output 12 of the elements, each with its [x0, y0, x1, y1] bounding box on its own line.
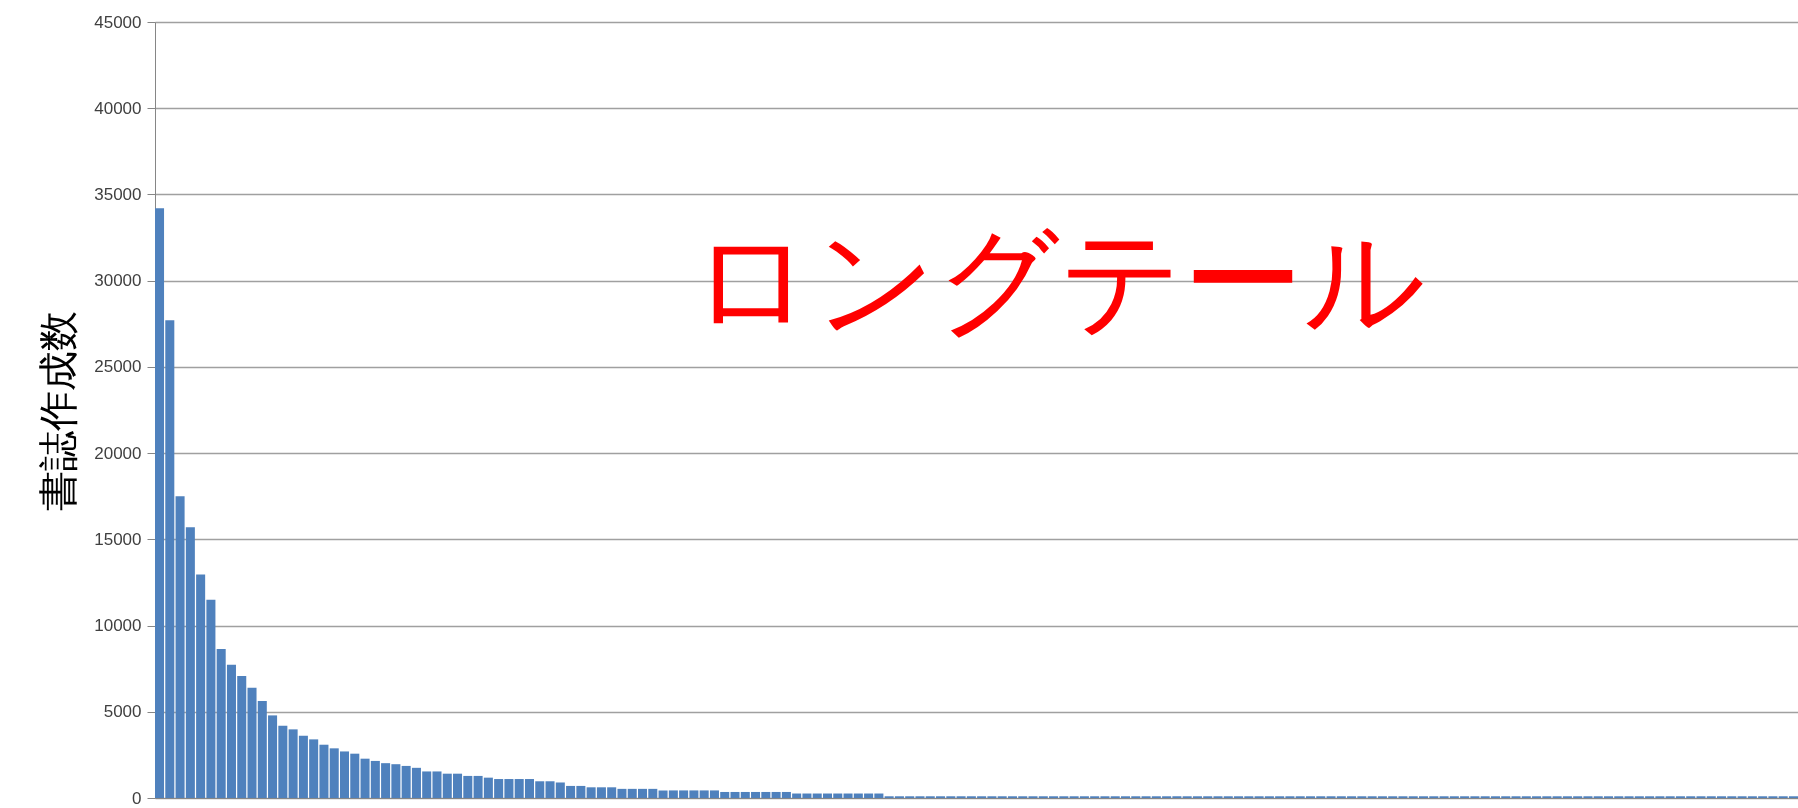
y-axis-title: 書誌作成数: [35, 310, 82, 511]
y-tick-label: 40000: [94, 98, 142, 118]
y-tick-label: 15000: [94, 529, 142, 549]
annotation: ロングテール: [691, 210, 1427, 350]
y-tick-label: 5000: [103, 702, 142, 722]
y-tick-label: 30000: [94, 271, 142, 291]
y-tick-label: 0: [132, 788, 142, 808]
y-tick-label: 45000: [94, 12, 142, 32]
y-tick-label: 35000: [94, 184, 142, 204]
y-tick-label: 25000: [94, 357, 142, 377]
y-tick-label: 10000: [94, 616, 142, 636]
y-tick-label: 20000: [94, 443, 142, 463]
